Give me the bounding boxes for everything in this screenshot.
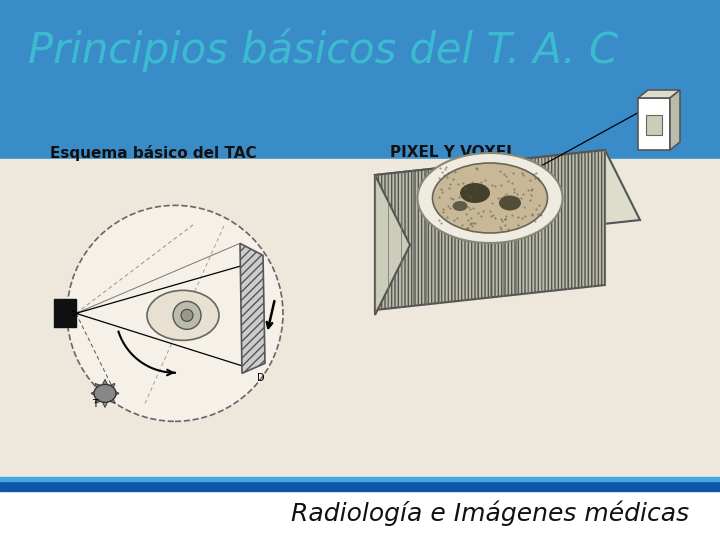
Polygon shape xyxy=(638,90,680,98)
Ellipse shape xyxy=(499,195,521,211)
Ellipse shape xyxy=(452,201,467,211)
Bar xyxy=(0,491,720,540)
Polygon shape xyxy=(240,244,265,373)
Polygon shape xyxy=(375,175,410,315)
Bar xyxy=(646,115,662,135)
Text: Esquema básico del TAC: Esquema básico del TAC xyxy=(50,145,256,161)
Circle shape xyxy=(67,205,283,421)
Polygon shape xyxy=(375,150,640,245)
Bar xyxy=(638,98,670,150)
Circle shape xyxy=(181,309,193,321)
Circle shape xyxy=(173,301,201,329)
Text: Radiología e Imágenes médicas: Radiología e Imágenes médicas xyxy=(291,501,689,526)
Ellipse shape xyxy=(433,163,547,233)
Bar xyxy=(54,299,76,327)
Bar xyxy=(0,159,720,477)
Text: PIXEL Y VOXEL: PIXEL Y VOXEL xyxy=(390,145,516,160)
Ellipse shape xyxy=(460,183,490,203)
Text: T: T xyxy=(92,400,98,409)
Bar xyxy=(0,0,720,159)
Text: Principios básicos del T. A. C: Principios básicos del T. A. C xyxy=(28,28,618,71)
Bar xyxy=(0,481,720,491)
Ellipse shape xyxy=(94,384,116,402)
Polygon shape xyxy=(91,379,119,407)
Polygon shape xyxy=(375,150,605,310)
Text: D: D xyxy=(257,373,265,383)
Polygon shape xyxy=(670,90,680,150)
Ellipse shape xyxy=(147,291,219,340)
Ellipse shape xyxy=(418,153,562,243)
Bar xyxy=(0,477,720,481)
